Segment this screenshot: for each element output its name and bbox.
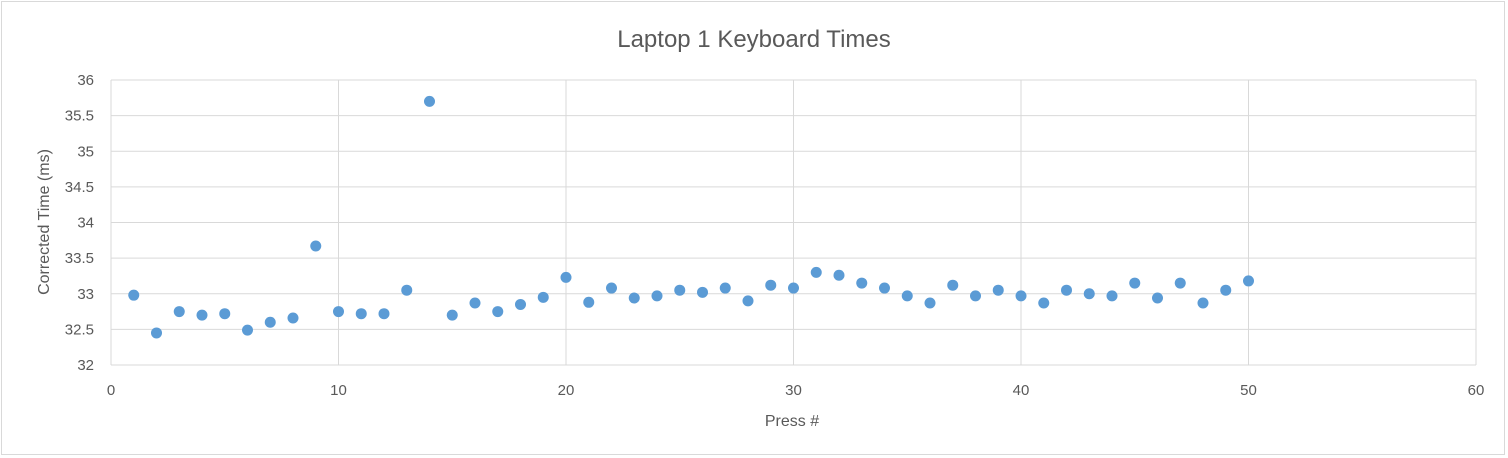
data-point [970, 290, 981, 302]
data-point [492, 306, 504, 318]
y-tick-label: 32 [77, 357, 94, 374]
chart-title: Laptop 1 Keyboard Times [617, 26, 891, 53]
y-tick-label: 35 [77, 143, 94, 160]
x-tick-label: 40 [1013, 382, 1030, 399]
data-point [583, 296, 595, 308]
data-point [173, 306, 185, 318]
data-point [446, 309, 458, 321]
data-point [128, 289, 140, 301]
data-point [901, 290, 913, 302]
data-point [651, 290, 663, 302]
data-point [1106, 290, 1118, 302]
data-point [242, 324, 253, 336]
gridlines [110, 79, 1477, 366]
data-point [333, 306, 344, 318]
data-point [537, 291, 549, 303]
data-points [128, 95, 1254, 339]
data-point [947, 279, 959, 291]
data-point [719, 282, 731, 294]
data-point [628, 292, 640, 304]
data-point [924, 297, 936, 309]
x-tick-label: 20 [558, 382, 575, 399]
data-point [378, 308, 390, 320]
data-point [1152, 292, 1163, 304]
data-point [833, 269, 845, 281]
data-point [879, 282, 890, 294]
data-point [424, 95, 435, 107]
data-point [1197, 297, 1209, 309]
y-axis-ticks: 32 32.5 33 33.5 34 34.5 35 35.5 36 [65, 72, 94, 374]
x-tick-label: 10 [330, 382, 347, 399]
data-point [310, 240, 322, 252]
data-point [1174, 277, 1186, 289]
data-point [1038, 297, 1050, 309]
data-point [697, 286, 708, 298]
data-point [264, 316, 276, 328]
y-axis-title: Corrected Time (ms) [36, 149, 53, 295]
data-point [560, 271, 572, 283]
data-point [287, 312, 299, 324]
x-axis-title: Press # [765, 413, 819, 430]
data-point [1243, 275, 1254, 287]
data-point [992, 284, 1004, 296]
x-axis-ticks: 0 10 20 30 40 50 60 [107, 382, 1485, 399]
x-tick-label: 60 [1468, 382, 1485, 399]
x-tick-label: 50 [1240, 382, 1257, 399]
data-point [856, 277, 868, 289]
y-tick-label: 36 [77, 72, 94, 89]
data-point [1061, 284, 1072, 296]
data-point [742, 295, 754, 307]
data-point [674, 284, 686, 296]
data-point [765, 279, 777, 291]
data-point [788, 282, 799, 294]
y-tick-label: 35.5 [65, 108, 94, 125]
data-point [219, 308, 231, 320]
data-point [515, 298, 526, 310]
y-tick-label: 32.5 [65, 321, 94, 338]
data-point [469, 297, 481, 309]
data-point [196, 309, 208, 321]
y-tick-label: 34 [77, 215, 94, 232]
data-point [1129, 277, 1141, 289]
data-point [810, 266, 822, 278]
y-tick-label: 33.5 [65, 250, 94, 267]
data-point [1083, 288, 1095, 300]
x-tick-label: 0 [107, 382, 115, 399]
data-point [401, 284, 413, 296]
data-point [355, 308, 367, 320]
y-tick-label: 33 [77, 286, 94, 303]
data-point [606, 282, 617, 294]
data-point [1220, 284, 1232, 296]
data-point [1015, 290, 1027, 302]
data-point [151, 327, 162, 339]
x-tick-label: 30 [785, 382, 802, 399]
y-tick-label: 34.5 [65, 179, 94, 196]
